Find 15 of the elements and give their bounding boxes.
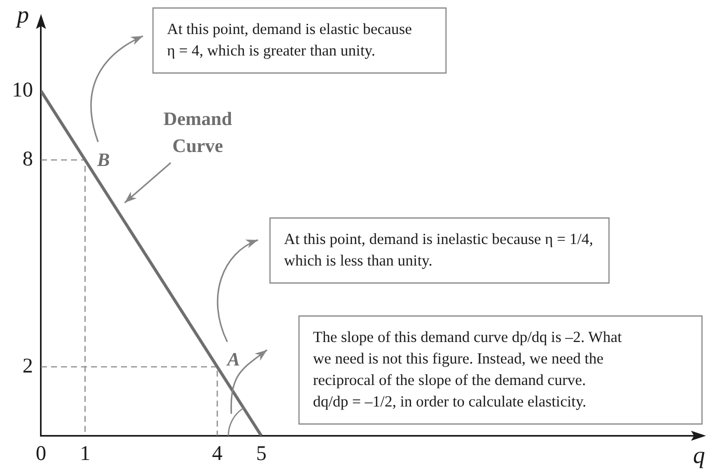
text: Demand Curve [163, 109, 232, 158]
annotation: The slope of this demand curve dp/dq is –2. What we need is not this figure. Instead, we need the reciprocal of the slope of the demand curve. dq/dp = –1/2, in order to calculate elasticity. [313, 328, 622, 410]
annotation: A [226, 350, 240, 371]
x-tick-label: 5 [256, 440, 267, 465]
x-tick-label: 4 [212, 440, 224, 465]
y-tick-label: 10 [12, 77, 33, 102]
x-axis-title: q [693, 443, 705, 470]
annotation: At this point, demand is elastic because η = 4, which is greater than unity. [167, 20, 412, 60]
x-tick-label: 0 [36, 440, 46, 465]
annotation: B [96, 150, 110, 171]
y-axis-title: p [15, 2, 29, 28]
y-tick-label: 8 [22, 146, 33, 170]
y-tick-label: 2 [22, 353, 33, 378]
x-tick-label: 1 [80, 440, 90, 465]
annotation: At this point, demand is inelastic because η = 1/4, which is less than unity. [284, 230, 594, 270]
